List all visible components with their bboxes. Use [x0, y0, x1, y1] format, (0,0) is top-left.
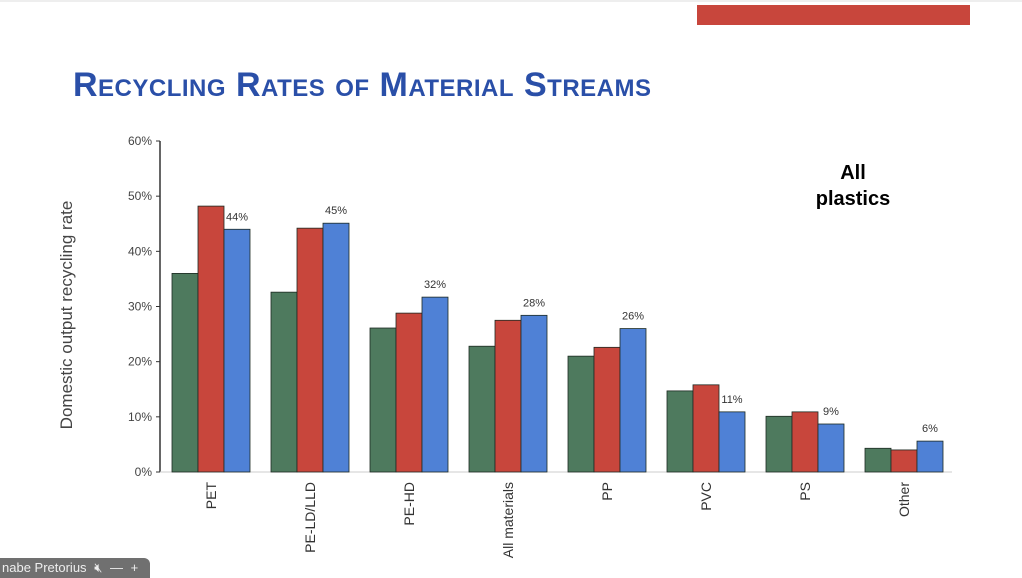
participant-name-tag[interactable]: nabe Pretorius 🔇︎ — + [0, 558, 150, 578]
bar-other-s2 [890, 449, 918, 473]
bar-all-materials-s2 [494, 319, 522, 473]
bar-ps-s3 [817, 423, 845, 473]
minimize-button[interactable]: — [110, 560, 124, 575]
annotation-line-1: All [840, 162, 866, 184]
x-tick-label: PE-LD/LLD [302, 482, 318, 553]
bar-pp-s2 [593, 346, 621, 473]
x-tick-label: PE-HD [401, 482, 417, 526]
mic-muted-icon: 🔇︎ [94, 560, 103, 575]
bar-all-materials-s1 [468, 345, 496, 473]
bar-pvc-s1 [666, 390, 694, 473]
bar-pvc-s3 [718, 411, 746, 473]
bar-pp-s3 [619, 328, 647, 473]
x-tick-label: All materials [500, 482, 516, 558]
bar-other-s1 [864, 447, 892, 473]
bar-pe-hd-s1 [369, 327, 397, 473]
annotation-line-2: plastics [816, 188, 890, 210]
bar-other-s3 [916, 440, 944, 473]
y-tick-label: 0% [135, 465, 153, 479]
top-border [0, 0, 1022, 2]
y-tick-label: 60% [128, 134, 152, 148]
bar-pet-s2 [197, 205, 225, 473]
expand-button[interactable]: + [130, 560, 139, 575]
x-tick-label: Other [896, 482, 912, 517]
data-label: 32% [424, 279, 446, 291]
y-tick-label: 20% [128, 355, 152, 369]
y-tick-label: 30% [128, 300, 152, 314]
y-tick-label: 50% [128, 189, 152, 203]
bar-pe-ld-lld-s1 [270, 291, 298, 473]
bar-pe-ld-lld-s2 [296, 227, 324, 473]
y-tick-label: 10% [128, 410, 152, 424]
data-label: 28% [523, 297, 545, 309]
data-label: 44% [226, 211, 248, 223]
bar-ps-s1 [765, 415, 793, 473]
data-label: 9% [823, 406, 839, 418]
bar-pp-s1 [567, 355, 595, 473]
bar-pe-hd-s2 [395, 312, 423, 473]
accent-bar [697, 5, 970, 25]
bar-all-materials-s3 [520, 314, 548, 473]
x-tick-label: PS [797, 482, 813, 501]
x-tick-label: PP [599, 482, 615, 501]
data-label: 6% [922, 423, 938, 435]
bar-ps-s2 [791, 411, 819, 473]
bar-pet-s3 [223, 228, 251, 473]
y-axis-label: Domestic output recycling rate [57, 201, 76, 430]
data-label: 26% [622, 311, 644, 323]
bar-pe-ld-lld-s3 [322, 222, 350, 473]
x-tick-label: PVC [698, 482, 714, 511]
x-tick-label: PET [203, 482, 219, 510]
bar-pe-hd-s3 [421, 296, 449, 473]
participant-name: nabe Pretorius [2, 560, 87, 575]
bar-pvc-s2 [692, 384, 720, 473]
data-label: 45% [325, 205, 347, 217]
data-label: 11% [721, 394, 742, 406]
y-tick-label: 40% [128, 244, 152, 258]
bar-pet-s1 [171, 272, 199, 473]
slide-title: Recycling Rates of Material Streams [73, 66, 652, 104]
